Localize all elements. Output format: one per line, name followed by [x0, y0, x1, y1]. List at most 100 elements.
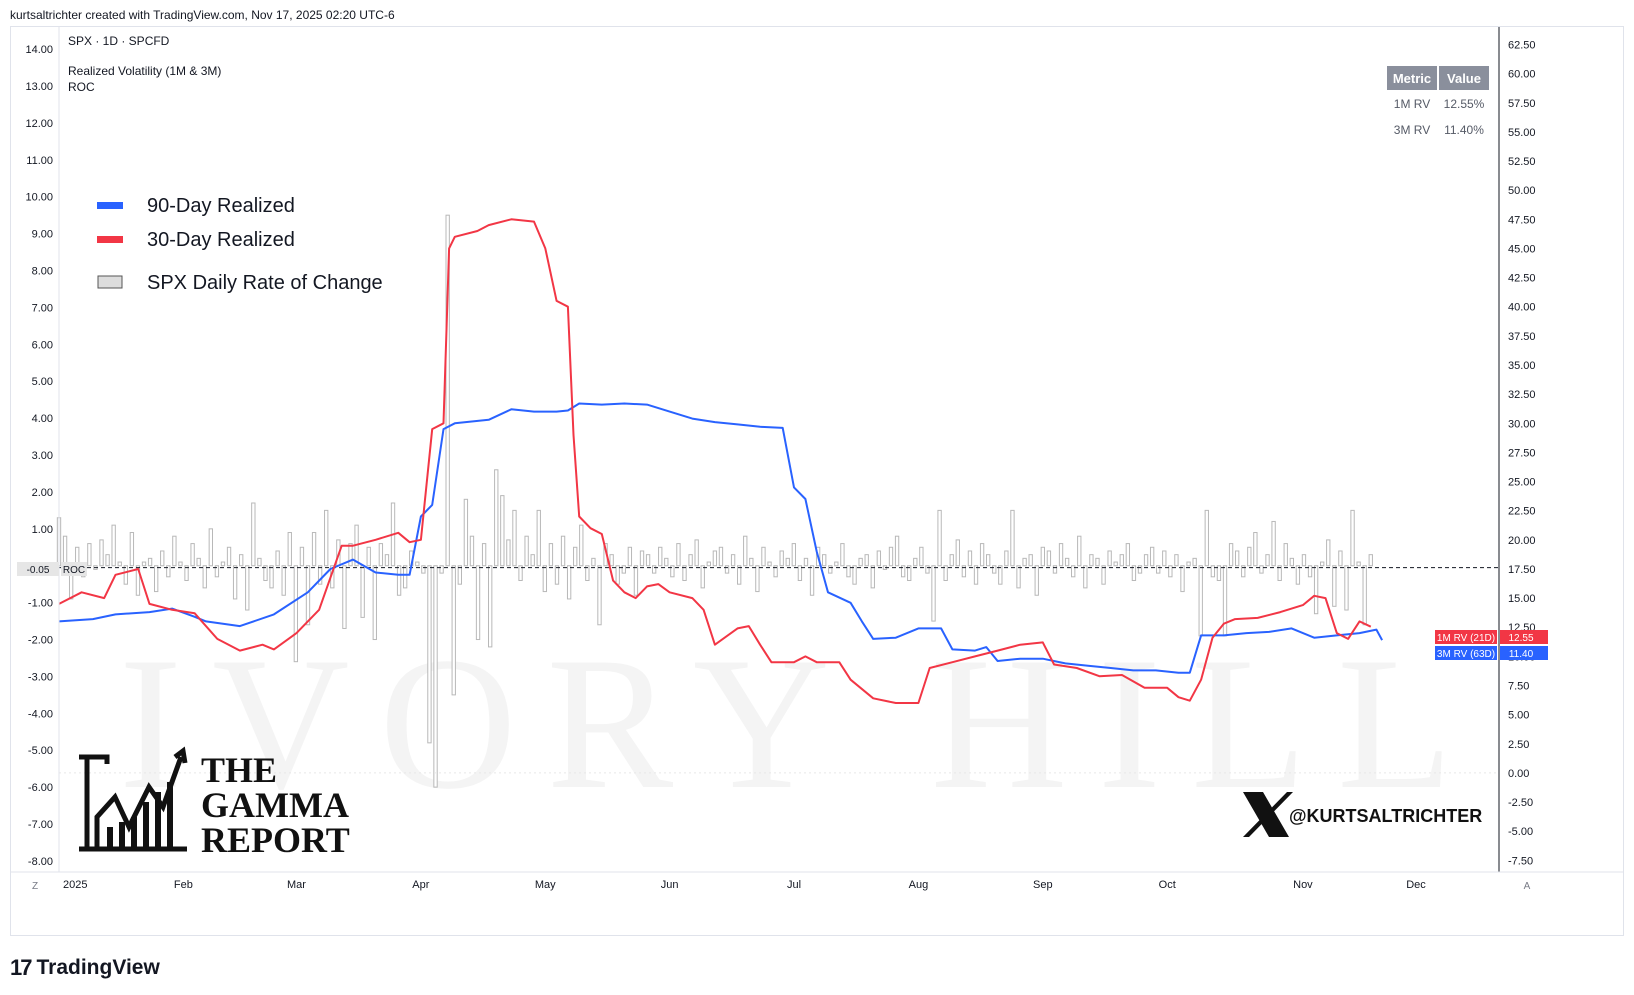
roc-bar	[566, 565, 572, 600]
time-tick-label: Jun	[661, 879, 679, 891]
roc-bar	[864, 554, 869, 567]
roc-bar	[245, 565, 250, 611]
roc-bar	[1113, 561, 1118, 567]
roc-bar	[111, 524, 116, 567]
auto-scale-button[interactable]: A	[1524, 881, 1531, 892]
roc-bar	[749, 557, 754, 567]
roc-bar	[694, 539, 699, 567]
time-tick-label: Nov	[1293, 879, 1313, 891]
roc-bar	[536, 509, 541, 567]
roc-bar	[949, 554, 954, 567]
right-tick-label: 37.50	[1508, 331, 1536, 343]
roc-bar	[1265, 554, 1270, 567]
roc-bar	[688, 554, 693, 567]
legend-label-90d: 90-Day Realized	[147, 195, 295, 217]
price-tag-roc-value: -0.05	[27, 565, 50, 576]
right-tick-label: 52.50	[1508, 156, 1536, 168]
roc-indicator-name: ROC	[68, 80, 95, 94]
left-tick-label: -8.00	[28, 856, 53, 868]
price-tag-red-value: 12.55	[1508, 633, 1533, 644]
roc-bar	[1313, 565, 1319, 615]
left-tick-label: 1.00	[32, 524, 53, 536]
roc-bar	[1247, 546, 1252, 567]
right-tick-label: 30.00	[1508, 418, 1536, 430]
roc-bar	[160, 550, 165, 567]
roc-bar	[1259, 565, 1264, 574]
roc-bar	[214, 565, 220, 578]
roc-bar	[858, 557, 863, 567]
roc-bar	[773, 565, 778, 578]
legend-swatch-30d	[97, 236, 123, 243]
roc-bar	[311, 532, 317, 567]
roc-bar	[1332, 565, 1337, 607]
roc-bar	[1222, 565, 1228, 637]
roc-bar	[1192, 557, 1197, 567]
right-tick-label: 27.50	[1508, 447, 1536, 459]
series-line-90d	[58, 402, 1383, 674]
left-tick-label: 4.00	[32, 413, 53, 425]
left-tick-label: 6.00	[32, 339, 53, 351]
roc-bar	[645, 554, 651, 567]
roc-bar	[1277, 565, 1282, 581]
left-tick-label: 13.00	[25, 81, 53, 93]
chart-frame: IVORY HILL 14.00 13.00 12.00 11.00 10.00 9.00…	[10, 26, 1624, 936]
roc-bar	[579, 524, 584, 567]
roc-bar	[1180, 565, 1185, 593]
roc-bar	[451, 565, 456, 696]
roc-bar	[785, 557, 790, 567]
right-tick-label: 5.00	[1508, 710, 1529, 722]
roc-bar	[937, 509, 942, 567]
roc-bar	[1210, 565, 1216, 578]
roc-bar	[372, 565, 377, 641]
roc-bar	[1320, 561, 1325, 567]
roc-bar	[1271, 520, 1276, 567]
roc-bar	[1010, 509, 1015, 567]
price-tag-blue-label: 3M RV (63D)	[1437, 649, 1495, 660]
legend-label-30d: 30-Day Realized	[147, 229, 295, 251]
roc-bar	[1350, 509, 1355, 567]
right-tick-label: 0.00	[1508, 768, 1529, 780]
roc-bar	[317, 565, 323, 585]
scale-button-left[interactable]: Z	[32, 881, 38, 892]
roc-bar	[263, 565, 268, 581]
watermark-layer: IVORY HILL	[119, 619, 1483, 829]
roc-bar	[609, 554, 614, 567]
roc-bar	[706, 561, 711, 567]
roc-bar	[396, 565, 402, 596]
roc-bar	[712, 550, 718, 567]
right-tick-label: -5.00	[1508, 826, 1533, 838]
right-tick-label: 7.50	[1508, 681, 1529, 693]
roc-bar	[1289, 557, 1294, 567]
roc-bar	[1301, 554, 1307, 567]
right-axis-ticks: 62.50 60.00 57.50 55.00 52.50 50.00 47.50 45.00…	[1508, 39, 1536, 867]
left-tick-label: -2.00	[28, 635, 53, 647]
roc-bar	[1198, 565, 1203, 637]
right-tick-label: 57.50	[1508, 98, 1536, 110]
roc-bar	[639, 550, 645, 567]
price-tag-blue: 3M RV (63D) 11.40	[1435, 646, 1548, 660]
roc-bar	[925, 565, 930, 574]
roc-bar	[421, 565, 426, 574]
right-tick-label: -2.50	[1508, 797, 1533, 809]
series-lines	[58, 218, 1383, 704]
roc-bar	[870, 565, 875, 589]
roc-bar	[767, 561, 772, 567]
left-tick-label: 2.00	[32, 487, 53, 499]
roc-bar	[967, 550, 973, 567]
roc-bar	[1344, 565, 1349, 611]
roc-bar	[1052, 565, 1058, 574]
roc-bar	[1162, 550, 1167, 567]
roc-bar	[172, 535, 177, 567]
roc-bar	[548, 543, 554, 567]
roc-bar	[743, 535, 748, 567]
attribution-header: kurtsaltrichter created with TradingView…	[10, 8, 395, 22]
roc-bar	[979, 543, 985, 567]
chart-svg[interactable]: IVORY HILL 14.00 13.00 12.00 11.00 10.00 9.00…	[11, 27, 1623, 935]
roc-bar	[907, 565, 912, 581]
watermark-text: IVORY HILL	[119, 619, 1483, 829]
time-tick-label: 2025	[63, 879, 87, 891]
roc-bar	[500, 495, 505, 567]
time-tick-label: Oct	[1159, 879, 1176, 891]
roc-bar	[700, 565, 705, 589]
roc-bar	[664, 557, 669, 567]
